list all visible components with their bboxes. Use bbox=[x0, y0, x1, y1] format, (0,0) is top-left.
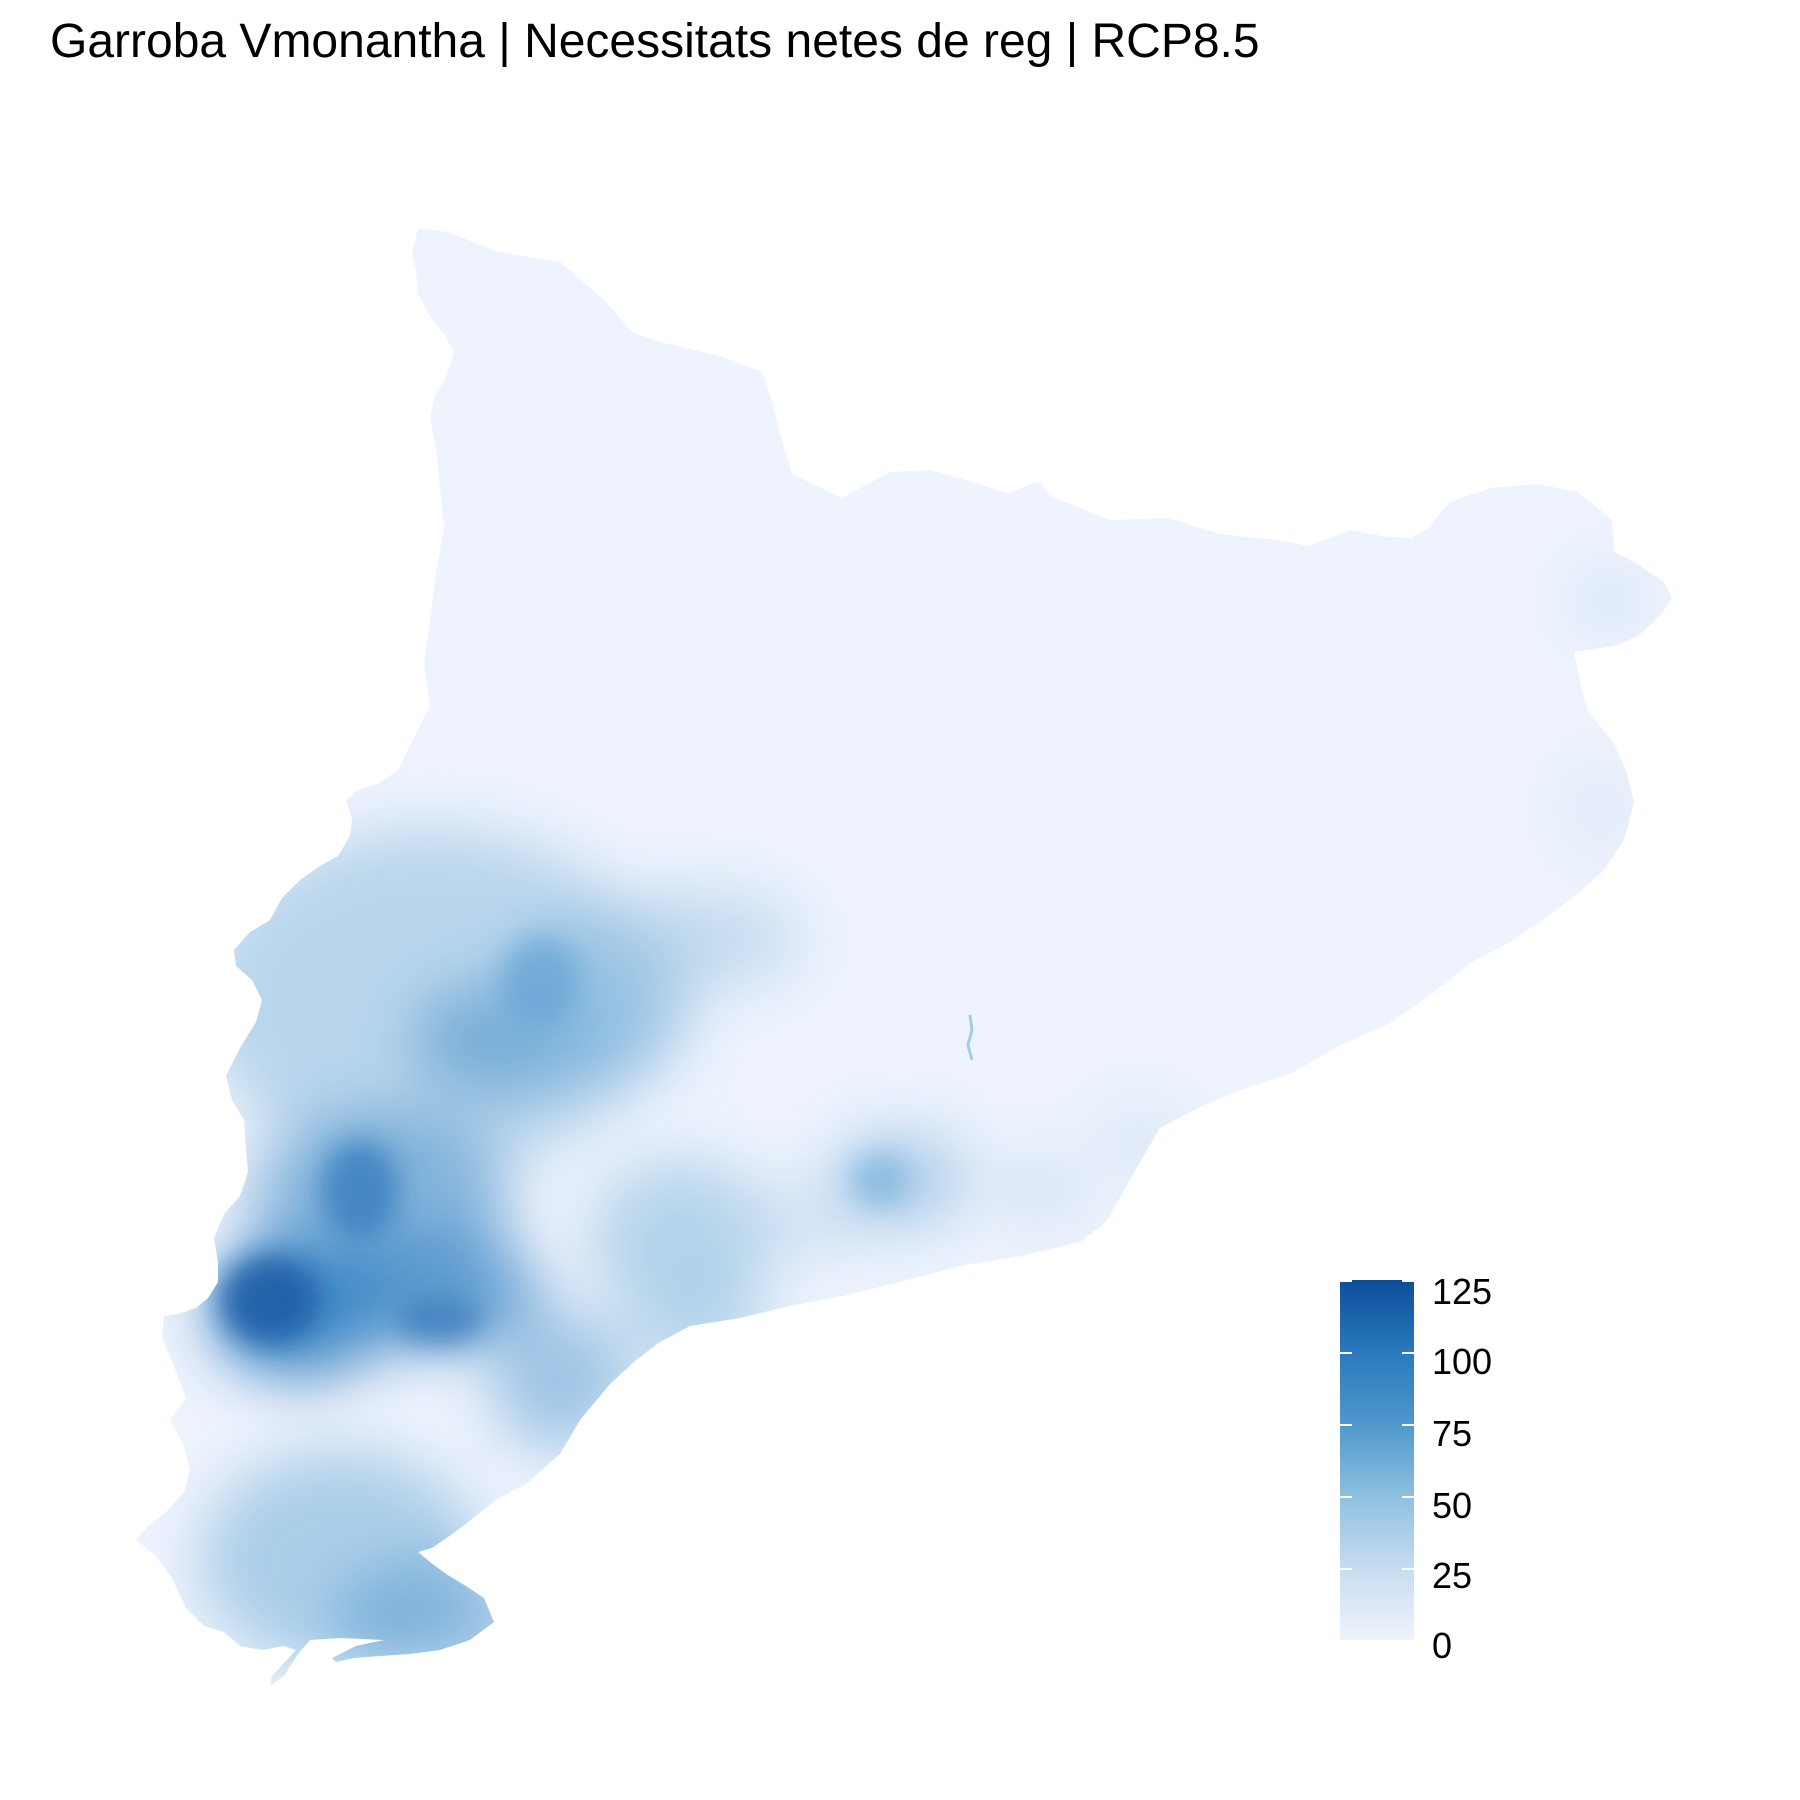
legend-color-bar bbox=[1340, 1280, 1414, 1640]
peak-need-areas bbox=[220, 935, 910, 1345]
legend-tick-125-left bbox=[1340, 1280, 1352, 1282]
legend-label-75: 75 bbox=[1432, 1413, 1473, 1454]
legend-label-25: 25 bbox=[1432, 1555, 1473, 1596]
legend-tick-125-right bbox=[1402, 1280, 1414, 1282]
reservoir-mark bbox=[966, 1014, 974, 1061]
legend-tick-50-left bbox=[1340, 1496, 1352, 1498]
legend-tick-75-right bbox=[1402, 1424, 1414, 1426]
legend-label-125: 125 bbox=[1432, 1271, 1493, 1312]
legend-label-100: 100 bbox=[1432, 1341, 1493, 1382]
legend-tick-100-right bbox=[1402, 1352, 1414, 1354]
legend-tick-25-right bbox=[1402, 1568, 1414, 1570]
color-legend: 125 100 75 50 25 0 bbox=[1340, 1271, 1540, 1666]
legend-tick-50-right bbox=[1402, 1496, 1414, 1498]
legend-label-50: 50 bbox=[1432, 1485, 1473, 1526]
legend-label-0: 0 bbox=[1432, 1625, 1453, 1666]
legend-tick-75-left bbox=[1340, 1424, 1352, 1426]
map-title: Garroba Vmonantha | Necessitats netes de… bbox=[50, 15, 1260, 68]
legend-tick-100-left bbox=[1340, 1352, 1352, 1354]
legend-tick-25-left bbox=[1340, 1568, 1352, 1570]
